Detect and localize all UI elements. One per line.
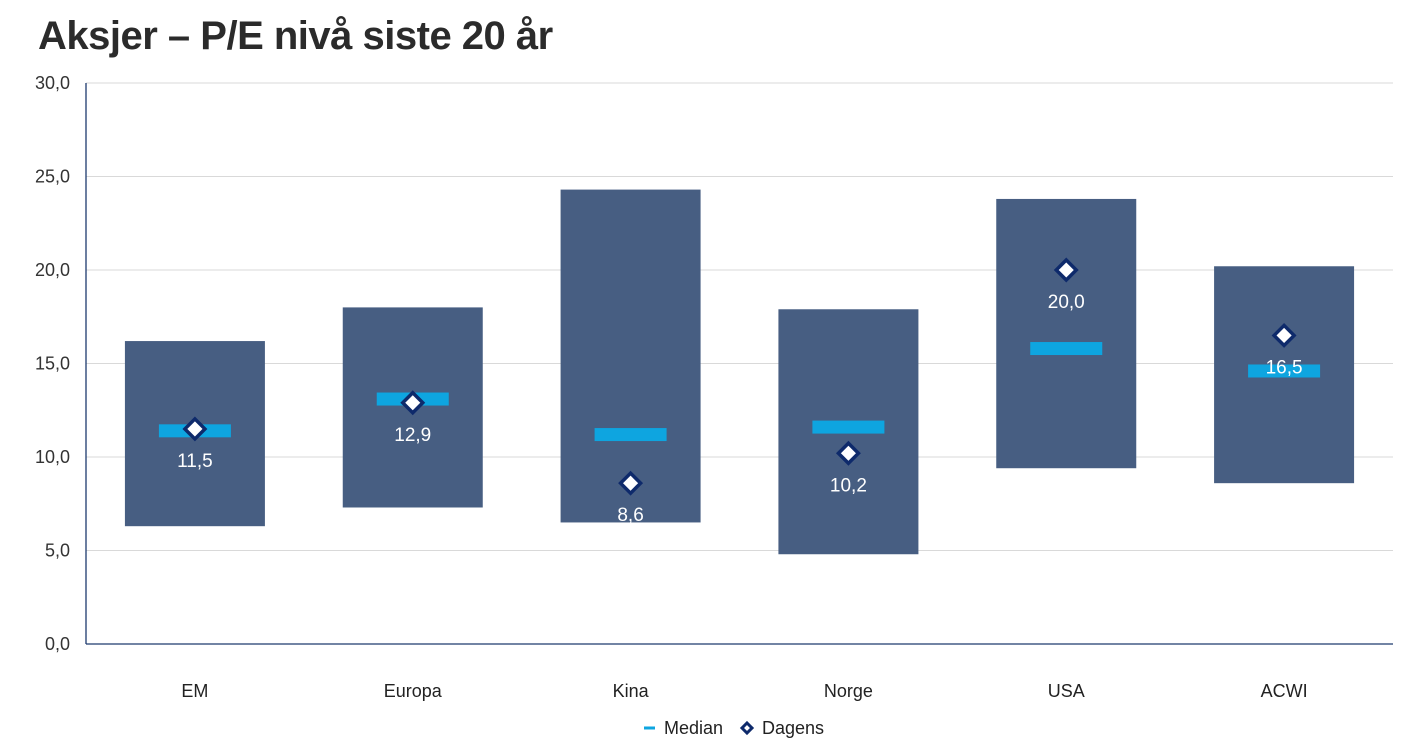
x-category-label: USA (1048, 681, 1085, 701)
y-tick-label: 0,0 (45, 634, 70, 654)
median-marker (1248, 364, 1321, 378)
legend: Median Dagens (644, 718, 824, 738)
data-label: 12,9 (394, 425, 431, 446)
data-label: 8,6 (617, 505, 643, 526)
y-tick-label: 15,0 (35, 354, 70, 374)
data-label: 16,5 (1266, 357, 1303, 378)
data-label: 20,0 (1048, 292, 1085, 313)
range-bars (124, 189, 1355, 555)
data-label: 11,5 (177, 451, 213, 472)
legend-median-label: Median (664, 718, 723, 738)
median-markers (158, 342, 1321, 442)
x-category-label: Norge (824, 681, 873, 701)
x-category-label: Europa (384, 681, 443, 701)
y-tick-label: 10,0 (35, 447, 70, 467)
median-marker (594, 428, 667, 442)
median-marker (1030, 342, 1103, 356)
current-markers (182, 257, 1297, 496)
chart-title: Aksjer – P/E nivå siste 20 år (38, 14, 553, 58)
current-marker (835, 440, 861, 466)
x-category-label: EM (181, 681, 208, 701)
y-tick-label: 25,0 (35, 167, 70, 187)
y-tick-label: 30,0 (35, 73, 70, 93)
x-category-label: Kina (613, 681, 650, 701)
x-category-label: ACWI (1261, 681, 1308, 701)
y-tick-label: 5,0 (45, 541, 70, 561)
grid-lines (86, 82, 1393, 551)
axes: 0,0 5,0 10,0 15,0 20,0 25,0 30,0 EM Europa Kina No… (35, 73, 1393, 701)
data-labels: 11,5 12,9 8,6 10,2 20,0 16,5 (177, 292, 1302, 526)
current-marker (1271, 322, 1297, 348)
range-bar-usa (996, 198, 1137, 469)
legend-dagens-label: Dagens (762, 718, 824, 738)
current-marker (182, 416, 208, 442)
median-marker (812, 420, 885, 434)
current-marker (1053, 257, 1079, 283)
current-marker (618, 470, 644, 496)
range-bar-kina (560, 189, 701, 523)
current-marker (400, 390, 426, 416)
legend-dagens-swatch (739, 720, 755, 736)
data-label: 10,2 (830, 475, 867, 496)
y-tick-label: 20,0 (35, 260, 70, 280)
